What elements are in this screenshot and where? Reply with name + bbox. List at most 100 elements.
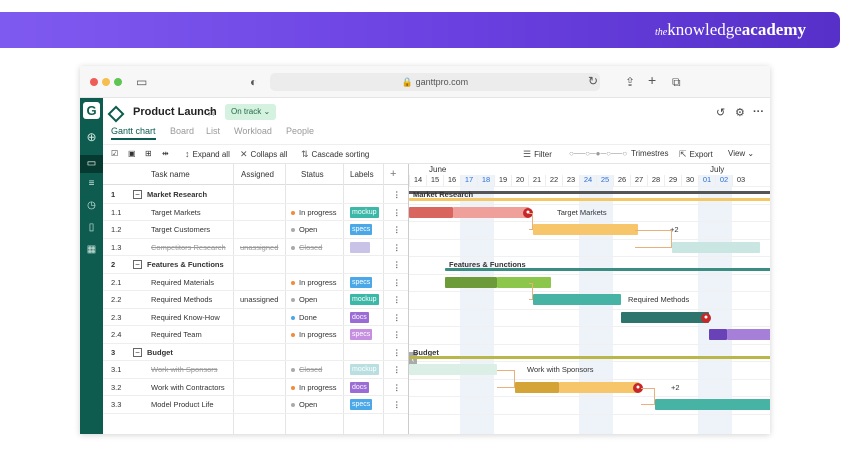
status-cell[interactable]: Closed xyxy=(291,243,322,252)
status-cell[interactable]: Open xyxy=(291,225,317,234)
task-row[interactable]: 2.2 Required Methods unassigned Open mockup ⋮ xyxy=(103,291,408,309)
task-bar[interactable] xyxy=(533,224,638,235)
grid-icon[interactable]: ▦ xyxy=(86,244,97,255)
hierarchy-icon[interactable]: ⊞ xyxy=(145,149,152,158)
privacy-shield-icon[interactable]: ◐ xyxy=(250,75,258,89)
star-icon[interactable]: ☆ xyxy=(206,105,217,119)
task-bar[interactable] xyxy=(533,294,621,305)
document-icon[interactable]: ▯ xyxy=(88,222,95,233)
task-bar[interactable] xyxy=(655,399,770,410)
row-menu-icon[interactable]: ⋮ xyxy=(393,225,401,234)
task-row[interactable]: 2.1 Required Materials In progress specs ⋮ xyxy=(103,274,408,291)
address-bar[interactable]: 🔒 ganttpro.com xyxy=(270,73,600,91)
row-menu-icon[interactable]: ⋮ xyxy=(393,242,401,252)
status-cell[interactable]: Closed xyxy=(291,365,322,374)
status-cell[interactable]: In progress xyxy=(291,278,337,287)
collapse-toggle-icon[interactable]: − xyxy=(133,347,142,357)
task-name[interactable]: Required Methods xyxy=(151,295,213,304)
status-cell[interactable]: Done xyxy=(291,313,317,322)
group-row[interactable]: 3 − Budget ⋮ xyxy=(103,344,408,361)
col-status[interactable]: Status xyxy=(301,170,324,179)
task-row[interactable]: 3.2 Work with Contractors In progress docs ⋮ xyxy=(103,379,408,396)
row-menu-icon[interactable]: ⋮ xyxy=(393,312,401,322)
scroll-left-handle[interactable]: ‹ xyxy=(409,352,417,368)
row-menu-icon[interactable]: ⋮ xyxy=(393,382,401,392)
tab-board[interactable]: Board xyxy=(170,126,195,136)
task-name[interactable]: Competitors Research xyxy=(151,242,226,252)
reload-icon[interactable]: ↻ xyxy=(588,74,599,88)
task-bar[interactable] xyxy=(497,276,551,288)
calendar-icon[interactable]: ▣ xyxy=(128,149,136,158)
export-button[interactable]: ⇱ Export xyxy=(679,149,713,159)
row-menu-icon[interactable]: ⋮ xyxy=(393,295,401,304)
task-bar[interactable] xyxy=(727,329,770,340)
task-bar[interactable] xyxy=(409,364,497,375)
row-menu-icon[interactable]: ⋮ xyxy=(393,260,401,269)
label-chip[interactable]: mockup xyxy=(350,294,379,305)
ganttpro-logo[interactable]: G xyxy=(83,102,100,119)
list-icon[interactable]: ≡ xyxy=(88,178,95,189)
label-chip[interactable]: docs xyxy=(350,381,369,393)
task-name[interactable]: Required Materials xyxy=(151,277,214,287)
task-row[interactable]: 1.2 Target Customers Open specs ⋮ xyxy=(103,221,408,239)
row-menu-icon[interactable]: ⋮ xyxy=(393,347,401,357)
task-name[interactable]: Target Customers xyxy=(151,225,211,234)
tab-gantt-chart[interactable]: Gantt chart xyxy=(111,126,156,140)
tab-list[interactable]: List xyxy=(206,126,221,136)
task-row[interactable]: 2.4 Required Team In progress specs ⋮ xyxy=(103,326,408,344)
group-row[interactable]: 2 − Features & Functions ⋮ xyxy=(103,256,408,274)
task-bar[interactable] xyxy=(672,241,760,253)
task-name[interactable]: Required Team xyxy=(151,330,202,339)
assignee[interactable]: unassigned xyxy=(240,242,279,252)
status-cell[interactable]: Open xyxy=(291,295,317,304)
task-bar[interactable] xyxy=(621,311,709,323)
row-menu-icon[interactable]: ⋮ xyxy=(393,400,401,409)
label-chip[interactable]: specs xyxy=(350,276,373,288)
row-menu-icon[interactable]: ⋮ xyxy=(393,365,401,374)
new-tab-icon[interactable]: + xyxy=(648,72,657,88)
collapse-toggle-icon[interactable]: − xyxy=(133,260,142,269)
collapse-all-button[interactable]: ✕ Collaps all xyxy=(240,149,288,159)
tabs-overview-icon[interactable]: ⧉ xyxy=(672,75,681,89)
deadline-icon[interactable]: ● xyxy=(523,207,533,218)
task-bar[interactable] xyxy=(559,381,639,393)
clock-icon[interactable]: ◷ xyxy=(87,200,96,211)
deadline-icon[interactable]: ● xyxy=(701,312,711,323)
collapse-toggle-icon[interactable]: − xyxy=(133,190,142,199)
task-bar[interactable] xyxy=(453,206,529,218)
cascade-sorting-button[interactable]: ⇅ Cascade sorting xyxy=(301,149,370,159)
label-chip[interactable]: docs xyxy=(350,311,369,323)
task-name[interactable]: Model Product Life xyxy=(151,400,214,409)
maximize-dot[interactable] xyxy=(114,78,122,86)
assignee[interactable]: unassigned xyxy=(240,295,279,304)
label-chip[interactable] xyxy=(350,241,370,253)
label-chip[interactable]: specs xyxy=(350,399,373,410)
col-labels[interactable]: Labels xyxy=(350,170,374,179)
status-cell[interactable]: In progress xyxy=(291,330,337,339)
task-name[interactable]: Work with Contractors xyxy=(151,382,225,392)
row-menu-icon[interactable]: ⋮ xyxy=(393,277,401,287)
task-name[interactable]: Target Markets xyxy=(151,207,201,217)
group-name[interactable]: Budget xyxy=(147,347,173,357)
share-icon[interactable]: ⇪ xyxy=(625,75,636,89)
task-row[interactable]: 3.1 Work with Sponsors Closed mockup ⋮ xyxy=(103,361,408,379)
zoom-slider[interactable]: ○──○─●─○──○ xyxy=(569,149,628,158)
task-name[interactable]: Work with Sponsors xyxy=(151,365,218,374)
minimize-dot[interactable] xyxy=(102,78,110,86)
more-icon[interactable]: ··· xyxy=(753,106,764,118)
col-task-name[interactable]: Task name xyxy=(151,170,190,179)
close-dot[interactable] xyxy=(90,78,98,86)
group-name[interactable]: Features & Functions xyxy=(147,260,224,269)
sidebar-toggle-icon[interactable]: ▭ xyxy=(136,75,148,89)
group-row[interactable]: 1 − Market Research ⋮ xyxy=(103,186,408,204)
settings-icon[interactable]: ⚙ xyxy=(735,107,745,119)
col-assigned[interactable]: Assigned xyxy=(241,170,274,179)
status-cell[interactable]: In progress xyxy=(291,208,337,217)
label-chip[interactable]: specs xyxy=(350,224,373,235)
row-menu-icon[interactable]: ⋮ xyxy=(393,207,401,217)
task-name[interactable]: Required Know-How xyxy=(151,312,220,322)
task-row[interactable]: 2.3 Required Know-How Done docs ⋮ xyxy=(103,309,408,326)
history-icon[interactable]: ↺ xyxy=(716,107,726,119)
task-row[interactable]: 3.3 Model Product Life Open specs ⋮ xyxy=(103,396,408,414)
task-bar-progress[interactable] xyxy=(515,381,559,393)
